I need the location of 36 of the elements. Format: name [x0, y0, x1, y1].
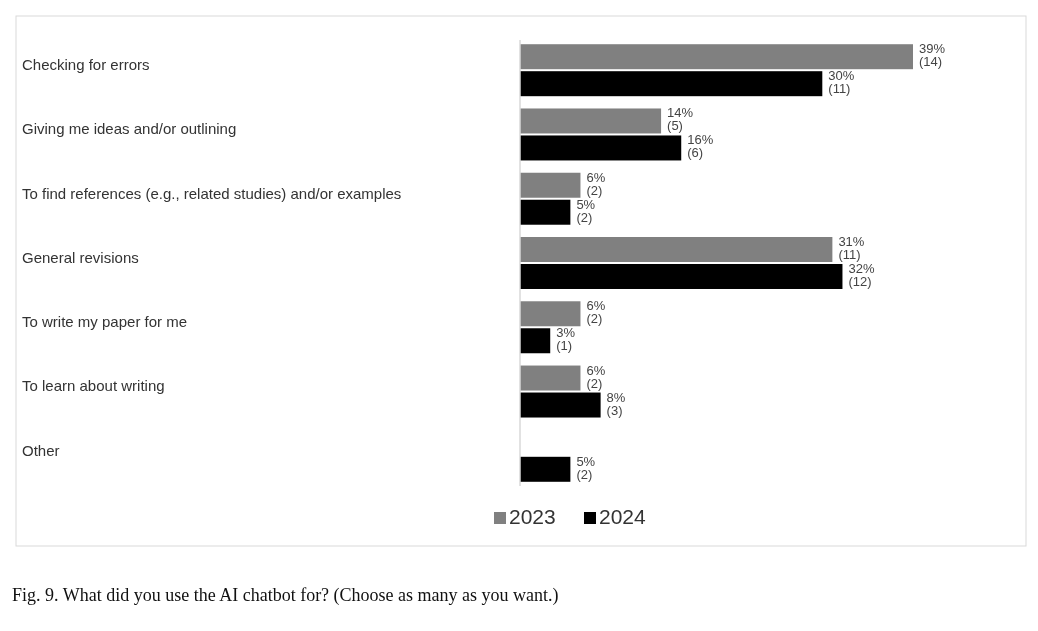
data-label: 31% (11): [838, 234, 865, 263]
bar: [520, 135, 682, 161]
caption: Fig. 9. What did you use the AI chatbot for? (Choose as many as you want.): [12, 585, 559, 606]
y-tick-label: Checking for errors: [22, 56, 150, 74]
bar: [520, 365, 581, 391]
data-label: 3% (1): [556, 325, 576, 354]
y-tick-label: To learn about writing: [22, 377, 165, 395]
bar: [520, 108, 662, 134]
y-tick-label: General revisions: [22, 248, 139, 266]
bar: [520, 328, 551, 354]
data-label: 6% (2): [586, 298, 606, 327]
data-label: 14% (5): [667, 105, 694, 134]
legend-label: 2023: [509, 504, 556, 528]
bar: [520, 456, 571, 482]
data-label: 6% (2): [586, 170, 606, 199]
bar: [520, 199, 571, 225]
data-label: 5% (2): [576, 197, 596, 226]
bar: [520, 264, 843, 289]
bar: [520, 44, 913, 70]
y-tick-label: To find references (e.g., related studies) and/or examples: [22, 184, 402, 202]
data-label: 8% (3): [606, 389, 626, 418]
y-tick-label: To write my paper for me: [22, 313, 188, 331]
data-label: 16% (6): [687, 132, 714, 161]
bar: [520, 237, 833, 262]
legend-label: 2024: [599, 504, 647, 528]
y-tick-label: Giving me ideas and/or outlining: [22, 120, 237, 138]
data-label: 30% (11): [828, 68, 855, 97]
data-label: 5% (2): [576, 454, 596, 483]
bar: [520, 301, 581, 327]
data-label: 6% (2): [586, 362, 606, 391]
data-label: 32% (12): [848, 261, 875, 290]
bar: [520, 172, 581, 198]
bar: [520, 392, 601, 418]
data-label: 39% (14): [919, 41, 946, 70]
y-tick-label: Other: [22, 441, 60, 459]
bar: [520, 71, 823, 97]
